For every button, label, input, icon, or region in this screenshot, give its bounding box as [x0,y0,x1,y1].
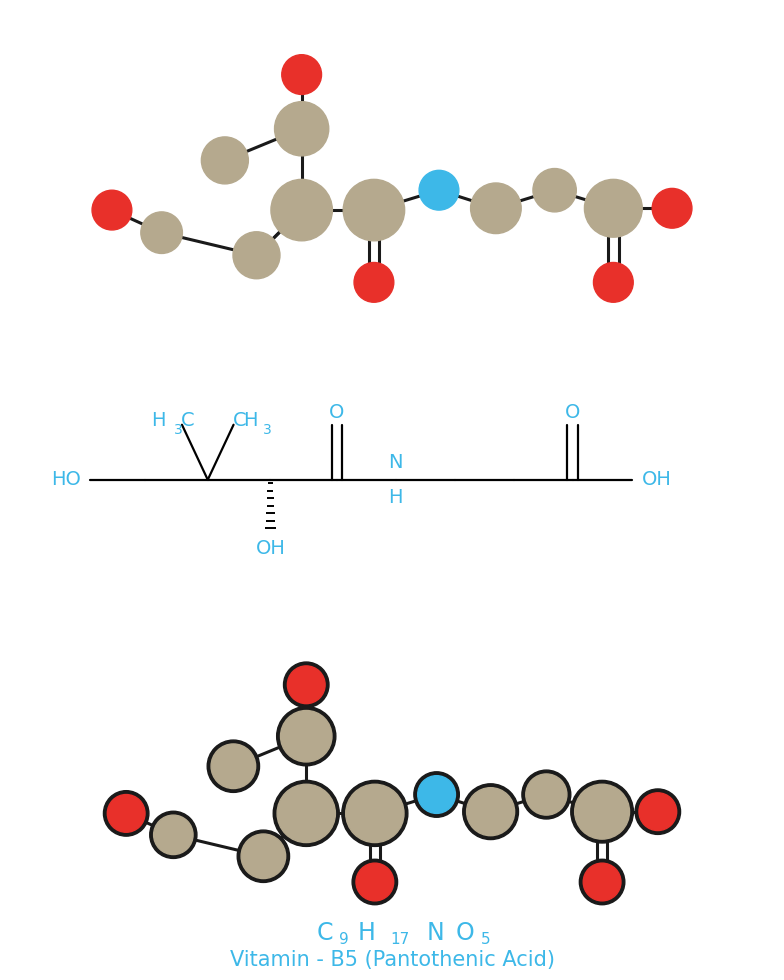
Circle shape [652,188,692,228]
Circle shape [533,169,576,212]
Text: H: H [358,921,376,946]
Circle shape [639,793,677,830]
Circle shape [463,784,518,840]
Circle shape [414,772,459,817]
Circle shape [274,102,328,156]
Circle shape [356,863,394,901]
Circle shape [352,859,397,905]
Text: C: C [181,411,194,429]
Text: H: H [388,488,403,507]
Circle shape [419,171,459,210]
Circle shape [635,789,681,834]
Text: 5: 5 [481,932,491,947]
Circle shape [154,815,193,855]
Circle shape [575,784,630,839]
Text: C: C [233,411,246,429]
Circle shape [526,774,567,815]
Text: O: O [456,921,474,946]
Circle shape [201,137,249,184]
Circle shape [466,788,514,836]
Circle shape [343,179,405,241]
Circle shape [281,710,332,762]
Text: 17: 17 [390,932,409,947]
Circle shape [522,770,571,819]
Text: N: N [388,453,403,472]
Circle shape [584,179,642,237]
Text: 3: 3 [263,423,272,437]
Circle shape [92,190,132,230]
Circle shape [107,795,145,832]
Text: H: H [243,411,258,429]
Circle shape [470,183,521,233]
Circle shape [238,830,289,882]
Text: N: N [426,921,444,946]
Circle shape [342,780,408,847]
Circle shape [579,859,625,905]
Text: C: C [317,921,334,946]
Circle shape [418,776,456,813]
Circle shape [281,55,321,94]
Text: O: O [564,403,580,421]
Text: HO: HO [51,470,82,489]
Circle shape [274,780,339,847]
Circle shape [583,863,621,901]
Circle shape [284,662,329,708]
Circle shape [346,784,404,843]
Circle shape [277,707,336,765]
Circle shape [233,231,280,278]
Circle shape [141,212,183,254]
Text: H: H [151,411,165,429]
Circle shape [271,179,332,241]
Circle shape [241,834,285,878]
Circle shape [211,744,256,789]
Text: OH: OH [642,470,672,489]
Text: 9: 9 [339,932,348,947]
Circle shape [571,780,633,843]
Circle shape [354,263,394,302]
Circle shape [277,784,336,843]
Circle shape [150,811,197,858]
Circle shape [207,740,260,793]
Circle shape [103,791,149,836]
Text: 3: 3 [174,423,183,437]
Circle shape [593,263,633,302]
Text: Vitamin - B5 (Pantothenic Acid): Vitamin - B5 (Pantothenic Acid) [230,950,554,970]
Circle shape [288,665,325,704]
Text: O: O [329,403,344,421]
Text: OH: OH [256,539,285,558]
